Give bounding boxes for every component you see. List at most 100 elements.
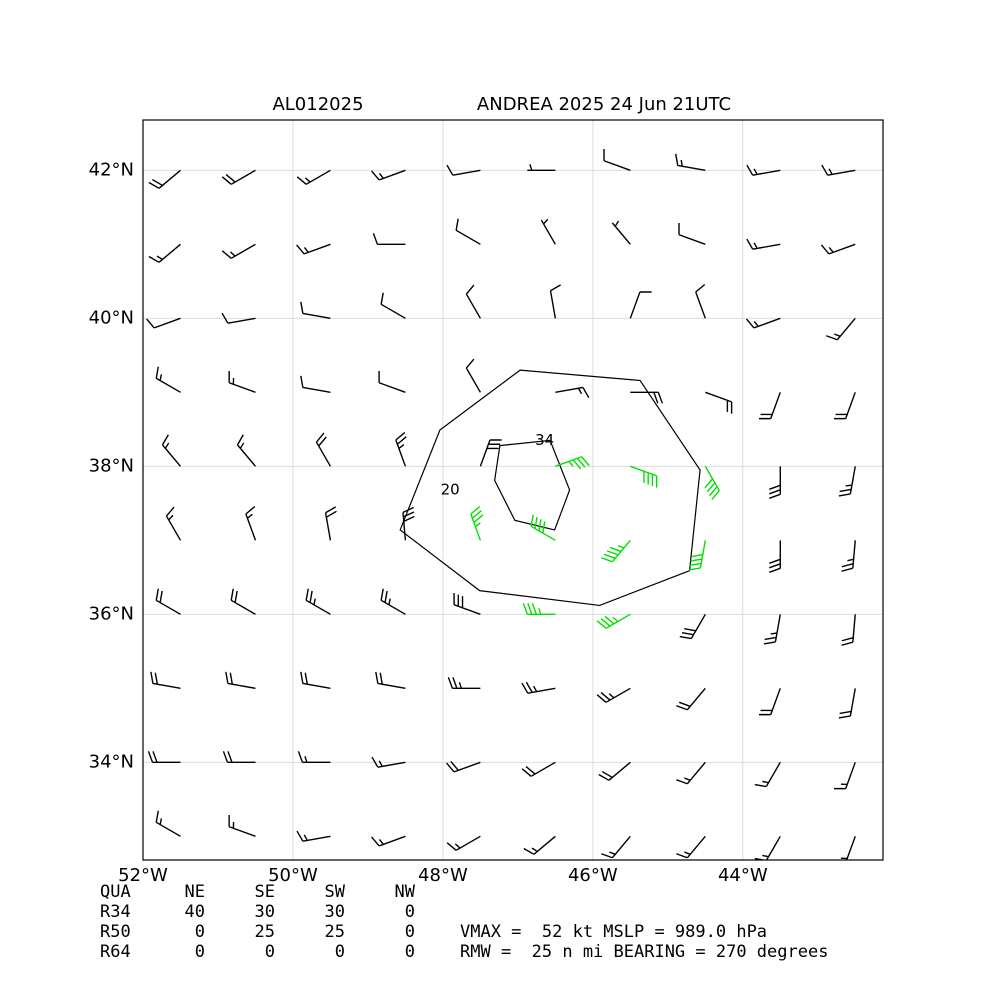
table-cell: 0 bbox=[195, 942, 205, 962]
wind-barb bbox=[225, 671, 256, 690]
table-cell: 25 bbox=[325, 922, 345, 942]
wind-barb bbox=[479, 439, 502, 467]
x-tick-label: 50°W bbox=[268, 865, 318, 886]
wind-barb bbox=[297, 751, 331, 764]
wind-barb bbox=[676, 835, 706, 859]
wind-barb bbox=[236, 434, 256, 467]
wind-barb bbox=[826, 317, 856, 341]
wind-barb bbox=[820, 243, 856, 255]
x-tick-label: 44°W bbox=[718, 865, 768, 886]
wind-barb bbox=[521, 681, 556, 694]
wind-barb bbox=[446, 760, 481, 773]
wind-barb bbox=[704, 465, 720, 500]
wind-barb bbox=[630, 465, 658, 488]
wind-barb bbox=[228, 815, 256, 837]
x-tick-label: 46°W bbox=[568, 865, 618, 886]
wind-barb bbox=[300, 671, 331, 690]
storm-id: AL012025 bbox=[272, 94, 363, 115]
wind-barb bbox=[371, 756, 406, 768]
wind-barb bbox=[296, 169, 331, 185]
wind-barb bbox=[155, 588, 181, 615]
wind-barb bbox=[769, 466, 781, 499]
wind-barb bbox=[746, 238, 781, 250]
wind-barb bbox=[601, 835, 631, 859]
storm-info: RMW = 25 n mi BEARING = 270 degrees bbox=[460, 942, 828, 962]
wind-barb bbox=[148, 169, 181, 189]
contour bbox=[494, 439, 571, 531]
wind-barb bbox=[675, 153, 706, 172]
wind-barb bbox=[759, 392, 781, 420]
wind-barb bbox=[838, 466, 856, 497]
wind-barb bbox=[165, 506, 182, 541]
wind-barb bbox=[230, 588, 256, 615]
wind-barb bbox=[596, 687, 631, 703]
wind-barb bbox=[603, 149, 631, 171]
wind-barb bbox=[305, 588, 331, 615]
wind-barb bbox=[228, 371, 256, 393]
table-cell: NW bbox=[395, 882, 416, 902]
table-cell: 0 bbox=[405, 942, 415, 962]
wind-barb bbox=[840, 836, 856, 860]
wind-barb bbox=[446, 835, 481, 851]
y-tick-label: 42°N bbox=[89, 159, 134, 180]
wind-barb bbox=[833, 392, 856, 420]
wind-barb bbox=[221, 169, 256, 185]
wind-barb bbox=[676, 761, 706, 785]
wind-barb bbox=[378, 371, 406, 393]
wind-barb bbox=[300, 301, 331, 320]
wind-barb bbox=[465, 358, 481, 393]
storm-info: VMAX = 52 kt MSLP = 989.0 hPa bbox=[460, 922, 767, 942]
wind-barb bbox=[540, 218, 556, 245]
wind-barb bbox=[402, 506, 415, 541]
wind-barb bbox=[221, 243, 256, 259]
wind-barb bbox=[601, 539, 631, 563]
wind-barb bbox=[446, 164, 481, 176]
table-cell: 0 bbox=[335, 942, 345, 962]
table-cell: 30 bbox=[325, 902, 345, 922]
x-tick-label: 52°W bbox=[118, 865, 168, 886]
table-cell: QUA bbox=[100, 882, 131, 902]
wind-barb bbox=[530, 514, 556, 541]
table-cell: SE bbox=[255, 882, 275, 902]
wind-barb bbox=[455, 218, 481, 245]
y-tick-label: 40°N bbox=[89, 307, 134, 328]
axes: 52°W 50°W 48°W 46°W 44°W 34°N 36°N 38°N 40°N 42°N bbox=[89, 159, 768, 886]
wind-barb bbox=[221, 312, 256, 324]
wind-barb bbox=[841, 614, 856, 646]
contour-label: 20 bbox=[441, 480, 460, 498]
wind-barb bbox=[759, 688, 781, 716]
wind-barb bbox=[754, 761, 781, 788]
map-frame bbox=[142, 119, 884, 861]
wind-barb bbox=[769, 540, 781, 573]
contour bbox=[399, 369, 701, 607]
wind-barb bbox=[315, 432, 332, 467]
wind-barb bbox=[630, 391, 663, 404]
wind-barb bbox=[598, 761, 631, 781]
wind-barb bbox=[521, 761, 556, 777]
grid bbox=[142, 120, 883, 860]
wind-barb bbox=[763, 614, 781, 645]
wind-barb bbox=[447, 677, 481, 690]
y-tick-label: 38°N bbox=[89, 455, 134, 476]
wind-barb bbox=[395, 431, 407, 467]
wind-barb bbox=[155, 366, 181, 393]
wind-barb bbox=[833, 762, 856, 790]
wind-barb bbox=[679, 613, 706, 640]
table-cell: 0 bbox=[265, 942, 275, 962]
wind-barb bbox=[146, 317, 181, 329]
wind-barb bbox=[470, 505, 484, 541]
table-cell: 0 bbox=[195, 922, 205, 942]
wind-barb bbox=[838, 688, 856, 719]
wind-barb bbox=[148, 243, 181, 263]
wind-barb bbox=[688, 540, 706, 571]
wind-barb bbox=[296, 830, 331, 842]
y-tick-label: 34°N bbox=[89, 751, 134, 772]
wind-barb bbox=[371, 835, 406, 847]
wind-barb bbox=[300, 375, 331, 394]
wind-barb bbox=[676, 687, 706, 711]
wind-barb bbox=[296, 243, 331, 255]
